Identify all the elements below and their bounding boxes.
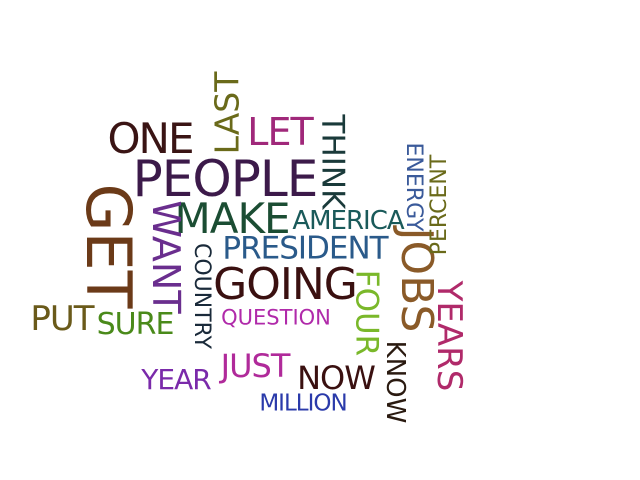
- word-percent: PERCENT: [427, 154, 452, 256]
- word-million: MILLION: [259, 390, 347, 417]
- word-sure: SURE: [96, 307, 175, 342]
- word-think: THINK: [314, 114, 351, 210]
- word-america: AMERICA: [292, 206, 404, 236]
- word-going: GOING: [213, 259, 358, 310]
- word-energy: ENERGY: [401, 142, 426, 232]
- word-four: FOUR: [348, 269, 385, 357]
- word-get: GET: [72, 183, 145, 309]
- word-last: LAST: [207, 71, 247, 155]
- word-let: LET: [247, 110, 313, 154]
- word-just: JUST: [220, 347, 291, 385]
- word-question: QUESTION: [221, 305, 331, 330]
- word-years: YEARS: [429, 280, 469, 392]
- word-president: PRESIDENT: [222, 230, 388, 267]
- word-want: WANT: [144, 200, 188, 314]
- word-now: NOW: [297, 359, 376, 397]
- word-make: MAKE: [174, 194, 290, 243]
- word-know: KNOW: [380, 340, 410, 424]
- word-country: COUNTRY: [189, 243, 214, 349]
- word-people: PEOPLE: [132, 150, 319, 208]
- word-year: YEAR: [141, 363, 211, 396]
- word-one: ONE: [107, 114, 194, 163]
- word-put: PUT: [30, 299, 94, 339]
